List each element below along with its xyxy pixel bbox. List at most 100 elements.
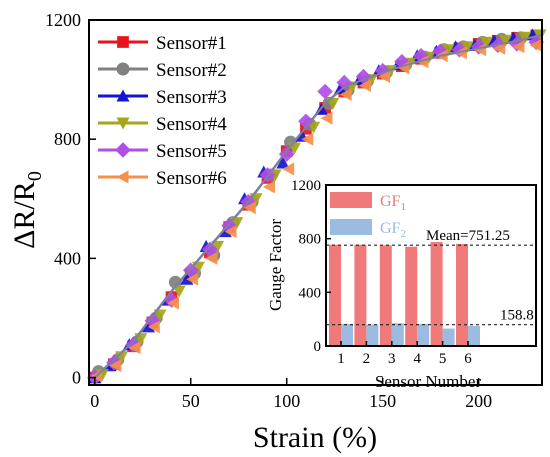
data-point — [182, 262, 199, 279]
data-point — [509, 36, 525, 52]
legend-marker — [116, 170, 129, 184]
bar-gf1-sensor-2 — [354, 244, 367, 346]
x-tick-label: 0 — [90, 391, 99, 411]
inset-axis-ticks: 0 400 800 1200 1 2 3 4 5 6 — [291, 178, 472, 367]
x-tick-label: 100 — [273, 391, 300, 411]
data-point — [282, 162, 295, 176]
inset-x-tick-label: 4 — [413, 351, 421, 367]
legend-marker — [116, 62, 130, 76]
data-point — [479, 36, 493, 49]
inset-legend-label-main: GF — [380, 220, 401, 237]
inset-y-tick-label: 800 — [299, 232, 322, 248]
bar-gf2-sensor-6 — [468, 325, 480, 346]
legend-item-sensor-1: Sensor#1 — [98, 33, 227, 54]
bar-gf2-sensor-4 — [417, 323, 430, 346]
reference-line-label: 158.8 — [500, 308, 534, 324]
inset-legend-swatch — [330, 219, 372, 235]
legend-label: Sensor#3 — [156, 87, 227, 108]
data-point — [262, 180, 275, 194]
inset-y-tick-label: 400 — [299, 285, 322, 301]
inset-y-tick-label: 0 — [314, 339, 322, 355]
y-tick-label: 1200 — [45, 10, 81, 30]
data-point — [167, 296, 179, 310]
fit-curve-overlay — [94, 33, 543, 379]
data-point — [109, 359, 122, 373]
x-tick-label: 200 — [465, 391, 492, 411]
legend-label: Sensor#1 — [156, 33, 227, 54]
bar-gf1-sensor-1 — [329, 244, 341, 346]
legend-marker — [115, 142, 131, 158]
bar-gf1-sensor-4 — [405, 246, 418, 346]
data-point — [432, 43, 449, 60]
inset-x-tick-label: 6 — [464, 351, 472, 367]
legend-marker — [116, 89, 130, 102]
data-point — [493, 41, 506, 55]
inset-legend-label-sub: 1 — [400, 201, 406, 213]
legend-item-sensor-5: Sensor#5 — [98, 141, 227, 162]
data-point — [205, 251, 218, 265]
y-tick-label: 800 — [54, 129, 81, 149]
data-point — [301, 132, 314, 146]
data-point — [334, 82, 347, 95]
legend-label: Sensor#6 — [156, 168, 227, 189]
data-point — [378, 70, 391, 84]
data-point — [298, 113, 314, 130]
bar-gf2-sensor-2 — [366, 324, 379, 346]
legend-marker — [117, 36, 129, 48]
bar-gf1-sensor-6 — [456, 244, 468, 346]
inset-legend-label: GF2 — [380, 220, 406, 240]
inset-legend-item-gf1: GF1 — [330, 192, 406, 213]
y-axis-title: ΔR/R0 — [8, 171, 46, 249]
y-tick-label: 400 — [54, 248, 81, 268]
data-point — [125, 337, 141, 353]
data-point — [153, 309, 167, 322]
bar-gf2-sensor-1 — [341, 323, 353, 346]
data-point — [243, 201, 256, 215]
data-point — [180, 272, 194, 285]
y-axis-title-subscript: 0 — [24, 171, 46, 181]
inset-plot-frame — [325, 184, 537, 347]
bar-gf1-sensor-3 — [379, 245, 392, 346]
data-point — [168, 275, 182, 289]
data-point — [144, 313, 161, 329]
data-point — [529, 38, 542, 52]
inset-x-tick-label: 1 — [337, 351, 345, 367]
x-tick-label: 50 — [182, 391, 200, 411]
main-plot-frame — [88, 19, 543, 386]
bar-gf2-sensor-3 — [391, 323, 404, 346]
inset-legend-item-gf2: GF2 — [330, 219, 406, 240]
main-legend: Sensor#1 Sensor#2 Sensor#3 Sensor#4 Sensor#5… — [98, 33, 227, 189]
data-point — [115, 351, 129, 364]
inset-x-tick-label: 5 — [439, 351, 447, 367]
data-point — [218, 225, 232, 238]
data-point — [172, 285, 186, 298]
legend-item-sensor-2: Sensor#2 — [98, 60, 227, 81]
data-point — [454, 46, 467, 60]
inset-legend-label-sub: 2 — [400, 228, 406, 240]
data-point — [441, 44, 455, 57]
inset-legend-label: GF1 — [380, 193, 406, 213]
data-point — [358, 79, 371, 93]
y-axis-title-main: ΔR/R — [8, 181, 41, 249]
data-point — [186, 272, 199, 286]
inset-legend-swatch — [330, 192, 372, 208]
data-point — [339, 88, 352, 101]
data-point — [276, 156, 290, 169]
reference-line-label: Mean=751.25 — [426, 228, 510, 244]
data-point — [317, 83, 333, 100]
inset-x-axis-title: Sensor Number — [375, 372, 482, 391]
legend-marker — [116, 117, 130, 130]
main-data-points — [87, 28, 547, 386]
inset-bars — [329, 242, 480, 346]
legend-label: Sensor#5 — [156, 141, 227, 162]
data-point — [336, 74, 353, 91]
data-point — [460, 41, 474, 54]
legend-label: Sensor#2 — [156, 60, 227, 81]
y-tick-label: 0 — [72, 368, 81, 388]
data-point — [512, 40, 525, 54]
data-point — [202, 241, 218, 258]
data-point — [128, 341, 141, 355]
